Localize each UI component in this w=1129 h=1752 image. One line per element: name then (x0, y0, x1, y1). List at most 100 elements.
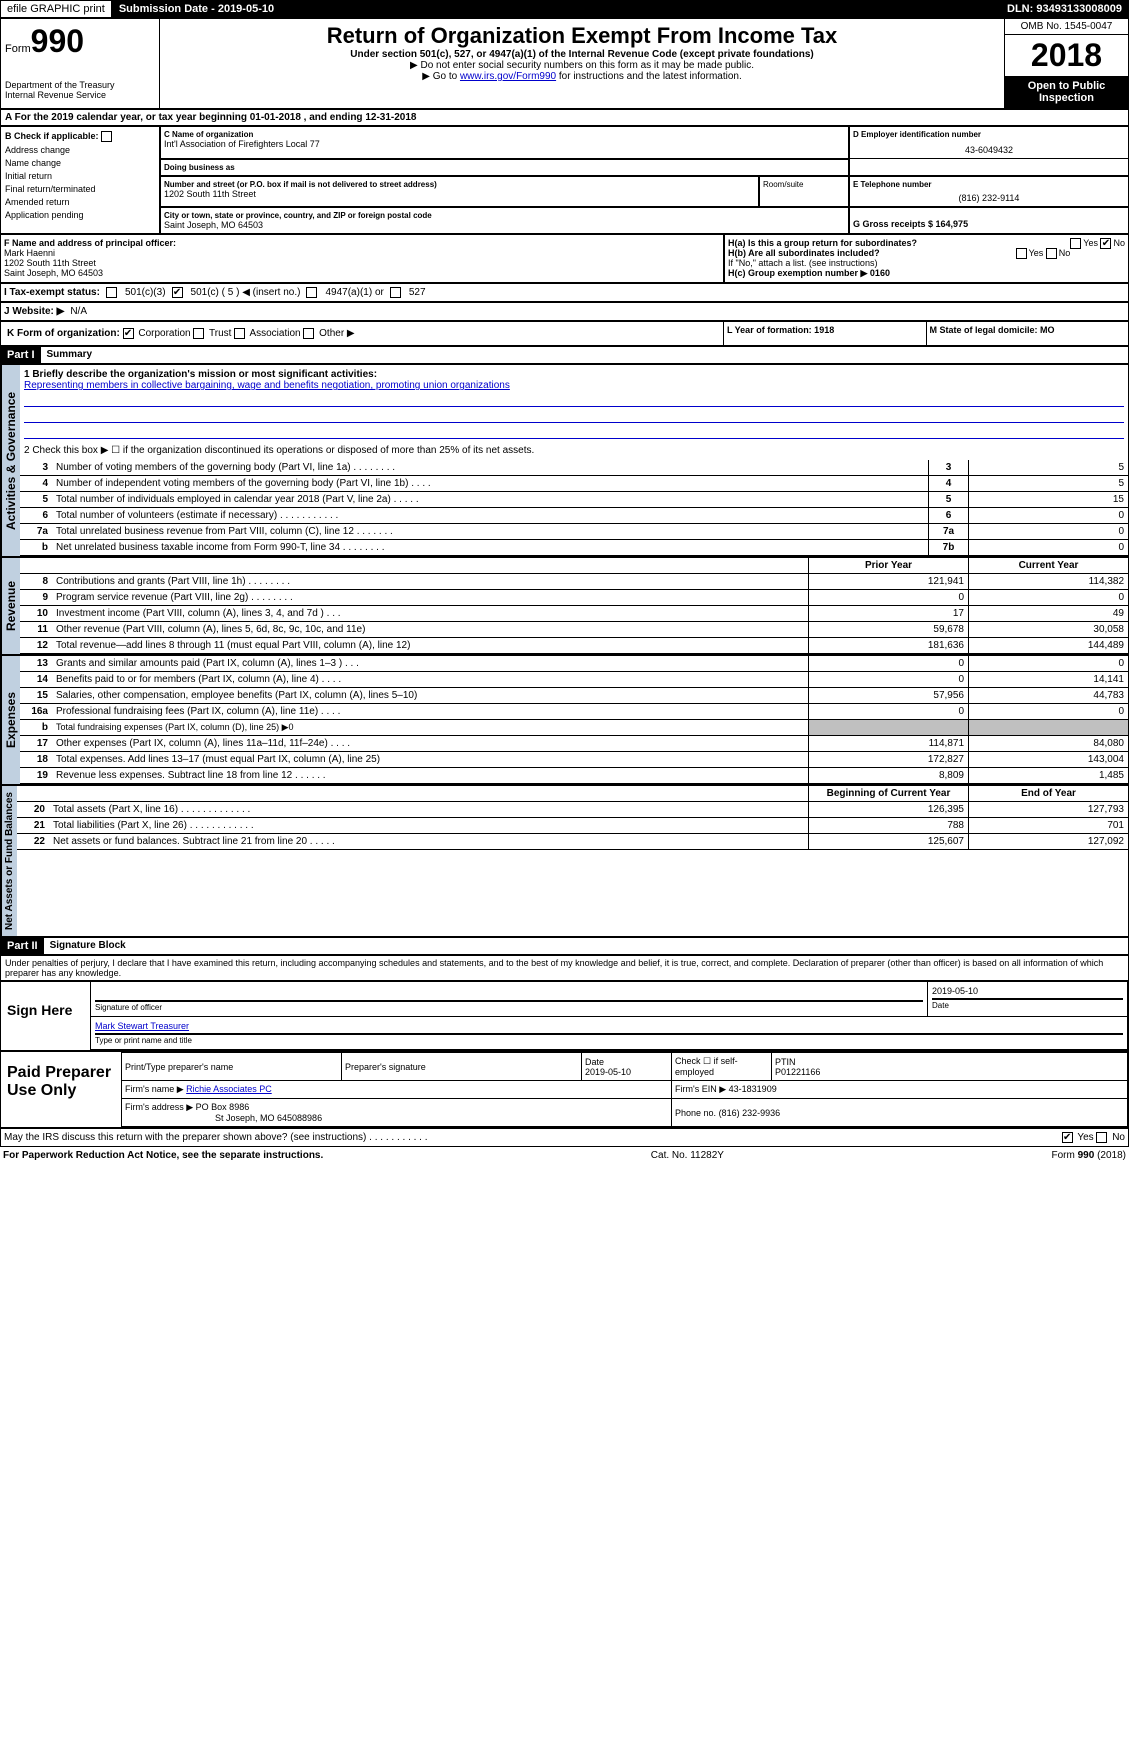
chk-application-pending[interactable]: Application pending (5, 210, 155, 220)
part-ii-header-row: Part II Signature Block (0, 937, 1129, 955)
paid-preparer-block: Paid Preparer Use Only Print/Type prepar… (0, 1051, 1129, 1128)
part-i-title: Summary (41, 347, 99, 363)
revenue-line: 9Program service revenue (Part VIII, lin… (20, 590, 1128, 606)
chk-527[interactable] (390, 287, 401, 298)
chk-amended-return[interactable]: Amended return (5, 197, 155, 207)
irs-label: Internal Revenue Service (5, 90, 155, 100)
chk-501c3[interactable] (106, 287, 117, 298)
side-label-net-assets: Net Assets or Fund Balances (1, 786, 17, 936)
sig-date: 2019-05-10 (932, 986, 1123, 996)
chk-final-return[interactable]: Final return/terminated (5, 184, 155, 194)
prep-date: 2019-05-10 (585, 1067, 631, 1077)
prep-self-employed: Check ☐ if self-employed (672, 1053, 772, 1081)
perjury-statement: Under penalties of perjury, I declare th… (0, 955, 1129, 981)
dln: DLN: 93493133008009 (1000, 0, 1129, 18)
address-value: 1202 South 11th Street (164, 189, 755, 199)
footer: For Paperwork Reduction Act Notice, see … (0, 1147, 1129, 1164)
ein-value: 43-6049432 (853, 145, 1125, 155)
chk-irs-no[interactable] (1096, 1132, 1107, 1143)
section-expenses: Expenses 13Grants and similar amounts pa… (0, 655, 1129, 785)
city-label: City or town, state or province, country… (164, 211, 845, 220)
chk-other[interactable] (303, 328, 314, 339)
footer-right: Form 990 (2018) (1052, 1150, 1126, 1161)
submission-date: Submission Date - 2019-05-10 (112, 0, 372, 18)
part-ii-title: Signature Block (44, 938, 132, 954)
expense-line: 13Grants and similar amounts paid (Part … (20, 656, 1128, 672)
note-goto: ▶ Go to www.irs.gov/Form990 for instruct… (164, 71, 1000, 82)
chk-address-change[interactable]: Address change (5, 145, 155, 155)
revenue-line: 10Investment income (Part VIII, column (… (20, 606, 1128, 622)
org-name: Int'l Association of Firefighters Local … (164, 139, 845, 149)
current-year-header: Current Year (968, 558, 1128, 573)
net-assets-line: 20Total assets (Part X, line 16) . . . .… (17, 802, 1128, 818)
omb-number: OMB No. 1545-0047 (1005, 19, 1128, 35)
revenue-line: 11Other revenue (Part VIII, column (A), … (20, 622, 1128, 638)
sign-here-label: Sign Here (1, 982, 91, 1050)
firm-addr1: PO Box 8986 (196, 1102, 250, 1112)
end-year-header: End of Year (968, 786, 1128, 801)
h-b: H(b) Are all subordinates included? Yes … (728, 248, 1125, 258)
address-label: Number and street (or P.O. box if mail i… (164, 180, 755, 189)
line-1-label: 1 Briefly describe the organization's mi… (24, 369, 1124, 380)
open-to-public: Open to Public Inspection (1005, 76, 1128, 108)
officer-label: F Name and address of principal officer: (4, 238, 176, 248)
net-assets-line: 21Total liabilities (Part X, line 26) . … (17, 818, 1128, 834)
prep-sig-label: Preparer's signature (342, 1053, 582, 1081)
h-c: H(c) Group exemption number ▶ 0160 (728, 268, 1125, 279)
phone-label: E Telephone number (853, 180, 1125, 189)
column-b-checkboxes: B Check if applicable: Address change Na… (0, 126, 160, 234)
mission-text: Representing members in collective barga… (24, 380, 1124, 391)
chk-501c[interactable] (172, 287, 183, 298)
expense-line: bTotal fundraising expenses (Part IX, co… (20, 720, 1128, 736)
sig-name: Mark Stewart Treasurer (95, 1021, 1123, 1031)
m-state-domicile: M State of legal domicile: MO (926, 322, 1129, 345)
governance-line: 7aTotal unrelated business revenue from … (20, 524, 1128, 540)
chk-trust[interactable] (193, 328, 204, 339)
governance-line: bNet unrelated business taxable income f… (20, 540, 1128, 556)
chk-4947[interactable] (306, 287, 317, 298)
firm-name: Richie Associates PC (186, 1084, 272, 1094)
governance-line: 5Total number of individuals employed in… (20, 492, 1128, 508)
firm-addr2: St Joseph, MO 645088986 (215, 1113, 322, 1123)
firm-phone: (816) 232-9936 (719, 1108, 781, 1118)
expense-line: 16aProfessional fundraising fees (Part I… (20, 704, 1128, 720)
row-j-website: J Website: ▶ N/A (0, 302, 1129, 321)
prep-name-label: Print/Type preparer's name (122, 1053, 342, 1081)
paid-preparer-label: Paid Preparer Use Only (1, 1052, 121, 1127)
sig-officer-label: Signature of officer (95, 1000, 923, 1012)
form-number: Form990 (5, 23, 155, 60)
part-i-label: Part I (1, 347, 41, 363)
governance-line: 4Number of independent voting members of… (20, 476, 1128, 492)
phone-value: (816) 232-9114 (853, 193, 1125, 203)
part-i-header-row: Part I Summary (0, 346, 1129, 364)
chk-name-change[interactable]: Name change (5, 158, 155, 168)
net-assets-line: 22Net assets or fund balances. Subtract … (17, 834, 1128, 850)
section-net-assets: Net Assets or Fund Balances Beginning of… (0, 785, 1129, 937)
city-value: Saint Joseph, MO 64503 (164, 220, 845, 230)
footer-mid: Cat. No. 11282Y (651, 1150, 724, 1161)
form-title: Return of Organization Exempt From Incom… (164, 23, 1000, 49)
section-activities-governance: Activities & Governance 1 Briefly descri… (0, 364, 1129, 557)
efile-label: efile GRAPHIC print (0, 0, 112, 18)
irs-link[interactable]: www.irs.gov/Form990 (460, 71, 556, 82)
sig-date-label: Date (932, 998, 1123, 1010)
chk-corporation[interactable] (123, 328, 134, 339)
expense-line: 15Salaries, other compensation, employee… (20, 688, 1128, 704)
officer-name: Mark Haenni (4, 248, 55, 258)
chk-irs-yes[interactable] (1062, 1132, 1073, 1143)
row-fgh: F Name and address of principal officer:… (0, 234, 1129, 283)
signature-block: Sign Here Signature of officer 2019-05-1… (0, 981, 1129, 1051)
ptin: P01221166 (775, 1067, 820, 1077)
dept-treasury: Department of the Treasury (5, 80, 155, 90)
row-i-tax-exempt: I Tax-exempt status: 501(c)(3) 501(c) ( … (0, 283, 1129, 302)
part-ii-label: Part II (1, 938, 44, 954)
topbar: efile GRAPHIC print Submission Date - 20… (0, 0, 1129, 18)
l-year-formation: L Year of formation: 1918 (723, 322, 926, 345)
room-label: Room/suite (763, 180, 845, 189)
governance-line: 3Number of voting members of the governi… (20, 460, 1128, 476)
chk-association[interactable] (234, 328, 245, 339)
side-label-expenses: Expenses (1, 656, 20, 784)
chk-initial-return[interactable]: Initial return (5, 171, 155, 181)
expense-line: 17Other expenses (Part IX, column (A), l… (20, 736, 1128, 752)
row-k: K Form of organization: Corporation Trus… (0, 321, 1129, 346)
